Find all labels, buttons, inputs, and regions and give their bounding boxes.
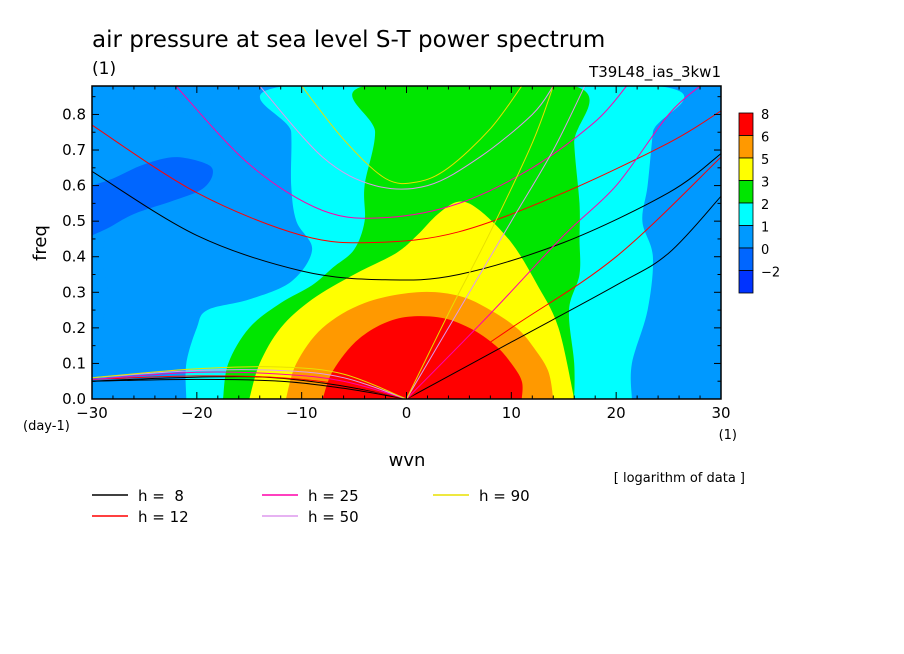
colorbar-label: 3 <box>761 176 769 191</box>
colorbar-swatch <box>738 180 754 204</box>
x-tick-label: 30 <box>711 404 730 422</box>
plot-area <box>92 86 721 399</box>
y-tick-label: 0.1 <box>62 354 86 372</box>
y-axis-unit: (day-1) <box>23 419 70 434</box>
y-tick-label: 0.3 <box>62 283 86 301</box>
x-tick-label: −30 <box>76 404 108 422</box>
x-tick-label: 20 <box>607 404 626 422</box>
colorbar-label: 0 <box>761 243 769 258</box>
legend: h = 8 h = 12 h = 25 h = 50 h = 90 <box>92 487 530 526</box>
y-tick-label: 0.8 <box>62 105 86 123</box>
colorbar-label: 2 <box>761 198 769 213</box>
x-tick-label: −10 <box>286 404 318 422</box>
legend-label: h = 90 <box>479 487 530 505</box>
colorbar: 8 6 5 3 2 1 0 −2 <box>738 108 780 294</box>
curve-h4-rossby <box>92 366 407 399</box>
colorbar-label: 1 <box>761 221 769 236</box>
curve-h3-ig_west <box>259 86 554 190</box>
y-tick-label: 0.4 <box>62 248 86 266</box>
colorbar-label: 5 <box>761 153 769 168</box>
y-tick-label: 0.6 <box>62 177 86 195</box>
curve-h2-rossby <box>92 371 407 399</box>
legend-label: h = 8 <box>138 487 184 505</box>
colorbar-swatch <box>738 270 754 294</box>
curve-h0-ig_west <box>92 153 721 281</box>
colorbar-swatch <box>738 135 754 159</box>
curve-h3-ig_east <box>406 86 586 399</box>
colorbar-swatch <box>738 112 754 136</box>
contour-layer <box>92 86 721 399</box>
x-tick-label: −20 <box>181 404 213 422</box>
curve-h1-ig_west <box>92 110 721 244</box>
curve-h3-rossby <box>92 369 407 399</box>
title-unit: (1) <box>92 59 116 79</box>
chart-title: air pressure at sea level S-T power spec… <box>92 27 605 53</box>
curve-h2-ig_west <box>175 86 627 219</box>
legend-label: h = 50 <box>308 508 359 526</box>
contour-level-6 <box>322 316 523 399</box>
legend-label: h = 12 <box>138 508 189 526</box>
y-tick-label: 0.7 <box>62 141 86 159</box>
curve-h2-ig_east <box>406 86 701 399</box>
colorbar-swatch <box>738 157 754 181</box>
run-label: T39L48_ias_3kw1 <box>588 63 721 82</box>
y-tick-label: 0.5 <box>62 212 86 230</box>
x-axis-unit: (1) <box>719 428 737 443</box>
colorbar-swatch <box>738 225 754 249</box>
curve-h0-ig_east <box>406 195 721 399</box>
curve-h0-rossby <box>92 378 407 399</box>
x-tick-label: 10 <box>502 404 521 422</box>
curve-h1-ig_east <box>406 156 721 399</box>
x-tick-label: 0 <box>402 404 412 422</box>
x-axis-label: wvn <box>389 450 426 471</box>
y-tick-label: 0.0 <box>62 390 86 408</box>
dispersion-curves <box>92 86 721 399</box>
log-note: [ logarithm of data ] <box>614 471 745 486</box>
colorbar-swatch <box>738 202 754 226</box>
curve-h1-rossby <box>92 375 407 399</box>
colorbar-label: −2 <box>761 266 780 281</box>
colorbar-label: 8 <box>761 108 769 123</box>
colorbar-swatch <box>738 247 754 271</box>
colorbar-label: 6 <box>761 131 769 146</box>
curve-h4-ig_east <box>406 86 554 399</box>
axis-ticks: −30 −20 −10 0 10 20 30 0.0 0.1 0.2 0.3 0.4 0.5 0.6 0.7… <box>62 86 731 422</box>
y-tick-label: 0.2 <box>62 319 86 337</box>
curve-h4-ig_west <box>301 86 523 185</box>
contour-level-neg2 <box>92 157 213 236</box>
y-axis-label: freq <box>30 225 51 261</box>
legend-label: h = 25 <box>308 487 359 505</box>
